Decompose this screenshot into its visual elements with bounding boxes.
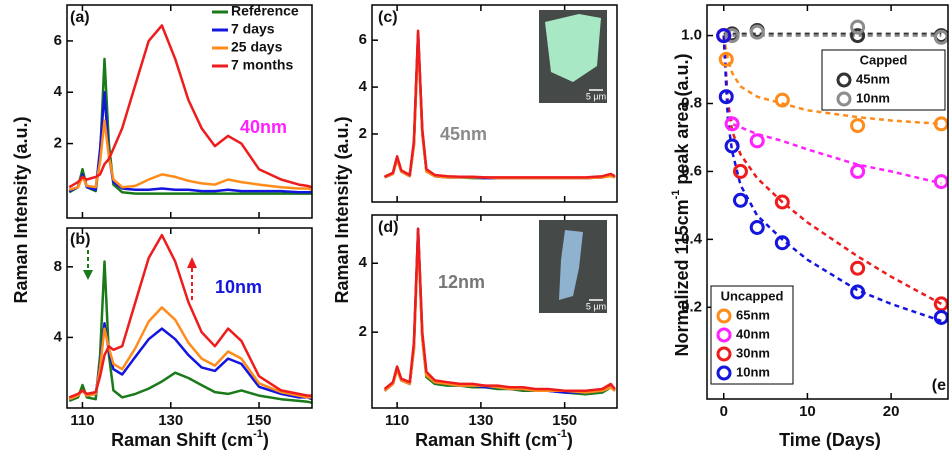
x-axis-label: Raman Shift (cm-1): [415, 428, 573, 450]
data-point: [852, 165, 864, 177]
legend-label: 10nm: [856, 90, 890, 105]
data-point: [852, 120, 864, 132]
annotation: (d): [378, 219, 398, 236]
x-tick-label: 110: [70, 412, 94, 429]
legend-label: 45nm: [856, 71, 890, 86]
annotation: (e: [932, 377, 946, 394]
data-point: [852, 21, 864, 33]
x-tick-label: 130: [158, 412, 183, 429]
y-tick-label: 6: [54, 32, 62, 49]
legend-label: 7 days: [231, 21, 275, 37]
arrow-head: [83, 270, 93, 280]
y-axis-label: Normalized 115cm-1 peak area (a.u.): [670, 54, 692, 357]
x-tick-label: 150: [552, 412, 577, 429]
annotation: (a): [70, 9, 90, 26]
panel: 110 130 150 4 8 (b) 10nm: [54, 228, 312, 429]
annotation: 40nm: [240, 117, 287, 137]
data-point: [935, 311, 947, 323]
x-tick-label: 110: [385, 412, 409, 429]
y-tick-label: 2: [359, 323, 367, 340]
panel: 110 130 150 2 4 5 µm (d) 12nm: [359, 215, 617, 429]
legend-label: 10nm: [736, 364, 770, 379]
x-tick-label: 10: [799, 403, 816, 420]
x-tick-label: 20: [883, 403, 900, 420]
panel: 246Reference7 days25 days7 months(a)40nm: [54, 3, 312, 218]
superscript: -1: [670, 190, 682, 200]
legend-label: 65nm: [736, 307, 770, 322]
label-part: ): [263, 430, 269, 450]
x-tick-label: 130: [468, 412, 493, 429]
annotation: (b): [70, 231, 90, 248]
legend-label: 30nm: [736, 345, 770, 360]
y-tick-label: 4: [359, 78, 368, 95]
spectrum: [69, 235, 312, 397]
superscript: -1: [557, 428, 567, 440]
annotation: 10nm: [215, 277, 262, 297]
legend-label: 40nm: [736, 326, 770, 341]
y-tick-label: 2: [359, 125, 367, 142]
label-part: ): [567, 430, 573, 450]
panel: 2 4 6 5 µm (c) 45nm: [359, 5, 617, 202]
scale-label: 5 µm: [586, 301, 606, 311]
annotation: 12nm: [438, 272, 485, 292]
plot-frame: [67, 228, 312, 408]
scale-label: 5 µm: [586, 91, 606, 101]
legend-label: 7 months: [231, 57, 293, 73]
label-part: Normalized 115cm: [672, 199, 692, 356]
legend-title: Uncapped: [721, 288, 784, 303]
x-axis-label: Time (Days): [779, 430, 881, 450]
x-tick-label: 150: [247, 412, 272, 429]
y-tick-label: 8: [54, 258, 62, 275]
data-point: [935, 176, 947, 188]
annotation: 45nm: [440, 124, 487, 144]
label-part: Raman Shift (cm: [415, 430, 557, 450]
y-tick-label: 6: [359, 31, 367, 48]
data-point: [751, 221, 763, 233]
x-tick-label: 0: [720, 403, 728, 420]
legend-title: Capped: [860, 52, 908, 67]
y-axis-label: Raman Intensity (a.u.): [332, 116, 352, 303]
arrow-head: [187, 257, 197, 268]
label-part: Raman Shift (cm: [111, 430, 253, 450]
legend-label: 25 days: [231, 39, 283, 55]
annotation: (c): [378, 9, 398, 26]
label-part: peak area (a.u.): [672, 54, 692, 190]
y-tick-label: 1.0: [681, 27, 702, 44]
x-axis-label: Raman Shift (cm-1): [111, 428, 269, 450]
y-axis-label: Raman Intensity (a.u.): [11, 116, 31, 303]
y-tick-label: 2: [54, 135, 62, 152]
figure: 246Reference7 days25 days7 months(a)40nm…: [0, 0, 951, 450]
data-point: [734, 194, 746, 206]
y-tick-label: 4: [359, 254, 368, 271]
data-point: [751, 135, 763, 147]
y-tick-label: 4: [54, 328, 63, 345]
data-point: [852, 262, 864, 274]
superscript: -1: [253, 428, 263, 440]
data-point: [935, 298, 947, 310]
label-part: Time (Days): [779, 430, 881, 450]
y-tick-label: 4: [54, 83, 63, 100]
